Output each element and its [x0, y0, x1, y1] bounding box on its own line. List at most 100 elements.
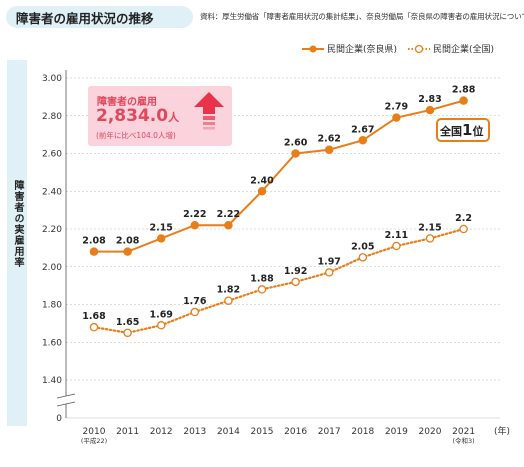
legend-label-nara: 民間企業(奈良県)	[327, 45, 398, 55]
data-point	[324, 145, 334, 154]
x-tick-label: 2010	[83, 427, 106, 437]
data-label: 2.83	[418, 94, 441, 105]
y-tick-labels: 3.00 2.80 2.60 2.40 2.20 2.00 1.80 1.60 1.40 0	[42, 74, 62, 424]
data-point	[224, 296, 233, 305]
rank-prefix: 全国	[440, 125, 462, 138]
data-point	[459, 224, 468, 234]
data-point	[425, 105, 435, 115]
data-label: 1.97	[317, 256, 340, 267]
y-tick-label: 0	[56, 414, 62, 424]
x-tick-label: 2013	[183, 427, 206, 437]
x-tick-label: 2012	[150, 427, 173, 437]
data-label: 2.67	[351, 124, 374, 135]
x-tick-label: 2017	[318, 427, 341, 437]
data-label: 1.82	[217, 285, 240, 296]
chart-title: 障害者の雇用状況の推移	[16, 11, 154, 26]
data-point	[358, 136, 368, 145]
data-label: 2.08	[82, 236, 106, 247]
data-point	[459, 96, 468, 105]
y-tick-label: 2.00	[42, 263, 62, 273]
employment-unit: 人	[168, 111, 180, 124]
data-point	[156, 234, 166, 243]
data-point	[392, 113, 401, 122]
y-tick-label: 2.20	[42, 225, 62, 235]
x-tick-label: 2019	[385, 427, 408, 437]
rank-badge	[436, 118, 490, 142]
axis-break-lines	[56, 393, 76, 407]
data-point	[392, 241, 401, 251]
y-axis-label-panel	[7, 60, 27, 426]
data-label: 2.2	[455, 213, 472, 224]
data-point	[358, 253, 368, 262]
data-label: 1.65	[116, 317, 139, 328]
data-label: 1.76	[183, 296, 207, 307]
y-tick-label: 1.40	[42, 376, 62, 386]
data-label: 2.62	[317, 134, 340, 145]
y-tick-label: 1.80	[42, 301, 62, 311]
x-axis-label: (年)	[494, 425, 510, 437]
data-label: 2.22	[217, 209, 240, 220]
employment-callout-value: 2,834.0人	[96, 106, 179, 126]
x-tick-label: 2018	[351, 427, 374, 437]
x-tick-label: 2015	[251, 427, 274, 437]
y-tick-label: 2.60	[42, 150, 62, 160]
data-point	[89, 247, 99, 256]
data-point	[291, 149, 300, 158]
x-tick-labels: 2010(平成22) 2011 2012 2013 2014 2015 2016 2017 20…	[81, 425, 510, 445]
data-labels: 2.08 2.08 2.15 2.22 2.22 2.40 2.60 2.62 2.67 2.79…	[82, 85, 475, 328]
axes	[56, 70, 76, 418]
data-point	[190, 307, 200, 317]
data-label: 1.88	[250, 273, 274, 284]
series-group	[89, 96, 468, 338]
x-tick-label: 2016	[284, 427, 307, 437]
data-point	[123, 247, 132, 256]
x-tick-label: 2020	[419, 427, 442, 437]
data-point	[123, 328, 132, 338]
data-label: 2.08	[116, 236, 140, 247]
data-label: 1.92	[284, 266, 307, 277]
gridlines	[66, 77, 500, 419]
data-label: 1.69	[149, 309, 172, 320]
legend-label-national: 民間企業(全国)	[433, 45, 495, 55]
series-line-1	[92, 227, 465, 334]
legend-item-national: 民間企業(全国)	[408, 42, 494, 55]
data-label: 2.79	[385, 102, 408, 113]
x-tick-sublabel: (平成22)	[81, 436, 107, 445]
x-tick-sublabel: (令和3)	[452, 436, 474, 445]
data-label: 2.60	[284, 138, 308, 149]
employment-count: 2,834.0	[96, 106, 169, 126]
data-label: 1.68	[82, 311, 106, 322]
rank-badge-text: 全国1位	[440, 121, 483, 139]
legend-marker-solid-icon	[302, 45, 324, 52]
data-point	[89, 322, 99, 332]
y-tick-label: 1.60	[42, 338, 62, 348]
title-background	[6, 6, 193, 28]
data-point	[257, 186, 267, 196]
y-tick-label: 2.80	[42, 112, 62, 122]
rank-suffix: 位	[472, 125, 484, 138]
data-point	[425, 234, 435, 243]
y-tick-label: 2.40	[42, 187, 62, 197]
up-arrow-icon	[194, 92, 224, 130]
legend-item-nara: 民間企業(奈良県)	[302, 42, 397, 55]
x-tick-label: 2014	[217, 427, 240, 437]
data-point	[190, 220, 200, 230]
x-tick-label: 2011	[116, 427, 139, 437]
data-point	[257, 285, 267, 294]
employment-callout-note: (前年に比べ104.0人増)	[96, 131, 176, 140]
source-note: 資料：厚生労働省「障害者雇用状況の集計結果」、奈良労働局「奈良県の障害者の雇用状…	[200, 12, 524, 21]
legend-marker-dotted-icon	[408, 44, 430, 53]
y-tick-label: 3.00	[42, 74, 62, 84]
data-point	[291, 277, 300, 287]
data-label: 2.15	[418, 222, 441, 233]
data-point	[224, 220, 233, 230]
series-line-0	[93, 99, 465, 253]
data-label: 2.15	[149, 222, 172, 233]
data-label: 2.88	[452, 85, 476, 96]
data-label: 2.40	[250, 175, 274, 186]
rank-number: 1	[462, 121, 473, 139]
x-tick-label: 2021	[452, 427, 475, 437]
y-axis-label: 障害者の実雇用率	[12, 180, 23, 268]
data-label: 2.05	[351, 241, 374, 252]
